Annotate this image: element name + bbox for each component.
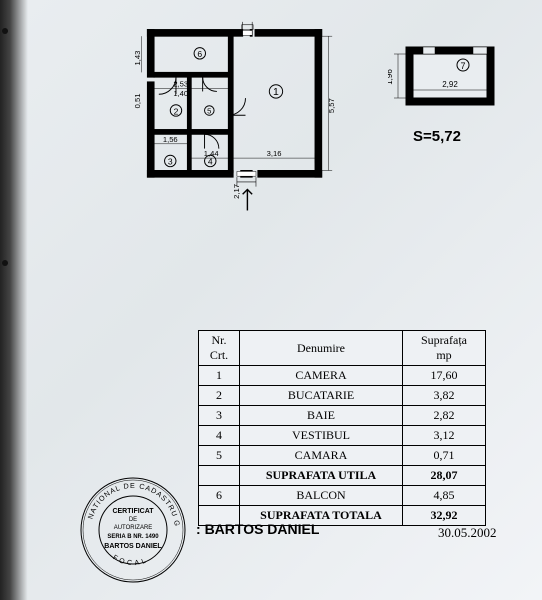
document-date: 30.05.2002 <box>438 525 497 541</box>
area-table: Nr. Crt. Denumire Suprafața mp 1CAMERA17… <box>198 330 486 526</box>
table-row: 1CAMERA17,60 <box>199 366 486 386</box>
dim-196: 1,96 <box>388 69 394 85</box>
svg-text:CERTIFICAT: CERTIFICAT <box>112 508 154 515</box>
svg-text:DE: DE <box>129 517 137 523</box>
dim-051: 0,51 <box>133 94 142 109</box>
col-suprafata: Suprafața mp <box>403 331 486 366</box>
col-denumire: Denumire <box>240 331 403 366</box>
room-4: 4 <box>208 157 213 167</box>
table-row: 4VESTIBUL3,12 <box>199 426 486 446</box>
floor-plan-main: 5,57 3,16 1,44 1,56 2,53 2,17 1,43 <box>123 20 348 220</box>
aux-area-label: S=5,72 <box>413 128 461 145</box>
document-paper: 5,57 3,16 1,44 1,56 2,53 2,17 1,43 <box>28 0 542 600</box>
page-binding-edge <box>0 0 28 600</box>
dim-156: 1,56 <box>163 135 178 144</box>
table-row: 5CAMARA0,71 <box>199 446 486 466</box>
floor-plan-aux: 7 2,92 1,96 <box>388 35 503 135</box>
punch-hole <box>2 260 8 266</box>
dim-140: 1,40 <box>173 89 188 98</box>
col-crt: Nr. Crt. <box>199 331 240 366</box>
dim-316: 3,16 <box>267 149 282 158</box>
svg-text:AUTORIZARE: AUTORIZARE <box>114 525 153 531</box>
dim-143: 1,43 <box>133 51 142 66</box>
dim-557: 5,57 <box>327 98 336 113</box>
room-3: 3 <box>168 157 173 167</box>
certificate-stamp: NATIONAL DE CADASTRU GEODEZIE SI CA FOCA… <box>78 475 188 585</box>
dim-292: 2,92 <box>442 80 458 89</box>
table-row: 3BAIE2,82 <box>199 406 486 426</box>
svg-text:FOCAL: FOCAL <box>111 554 149 567</box>
table-row-subtotal: SUPRAFATA UTILA28,07 <box>199 466 486 486</box>
table-row: 2BUCATARIE3,82 <box>199 386 486 406</box>
room-6: 6 <box>197 49 202 59</box>
punch-hole <box>2 28 8 34</box>
room-1: 1 <box>273 87 279 98</box>
svg-text:SERIA B NR. 1490: SERIA B NR. 1490 <box>107 534 159 540</box>
svg-text:BARTOS DANIEL: BARTOS DANIEL <box>104 543 162 550</box>
room-7: 7 <box>460 61 465 71</box>
dim-217: 2,17 <box>232 184 241 199</box>
table-row: 6BALCON4,85 <box>199 486 486 506</box>
dim-253: 2,53 <box>173 80 188 89</box>
room-2: 2 <box>174 106 179 116</box>
room-5: 5 <box>207 106 211 115</box>
signatory-name: : BARTOS DANIEL <box>196 521 319 537</box>
